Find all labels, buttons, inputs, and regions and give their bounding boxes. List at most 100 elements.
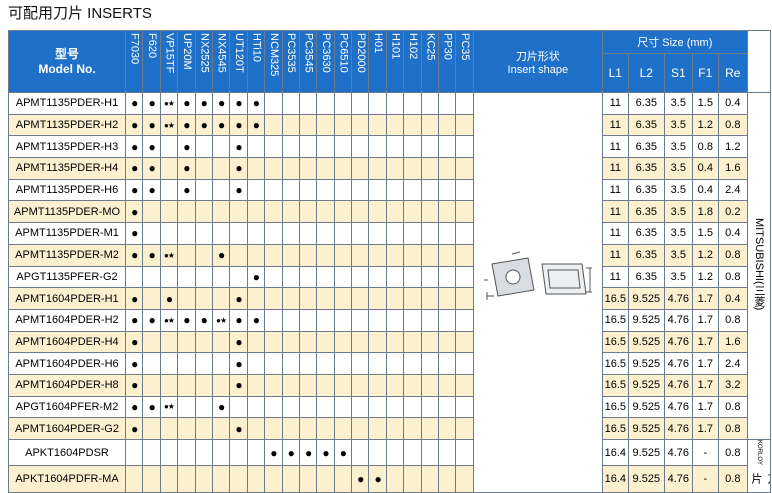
dim-cell: 0.2 [717, 200, 748, 224]
page-title: 可配用刀片 INSERTS [8, 5, 152, 22]
grade-mark [194, 465, 213, 493]
grade-mark [281, 178, 300, 202]
grade-mark [385, 200, 405, 224]
grade-mark [333, 352, 353, 375]
grade-mark [333, 417, 353, 440]
grade-mark [333, 222, 353, 245]
grade-mark [177, 200, 196, 224]
dim-cell: 3.5 [663, 113, 693, 137]
grade-label: H101 [389, 33, 402, 60]
table-row: APGT1604PFER-M2 ● ● ●★ ● 16.5 9.525 4.76 1.7 0.8 [8, 395, 771, 419]
grade-mark [403, 373, 422, 397]
grade-mark: ● [229, 135, 248, 159]
maker-cell: KORLOY 刀片 [746, 439, 771, 493]
grade-mark [281, 157, 300, 180]
grade-mark [281, 243, 300, 267]
dim-cell: 1.2 [691, 265, 719, 289]
grade-mark [351, 222, 370, 245]
grade-mark [368, 222, 387, 245]
grade-mark [142, 222, 161, 245]
model-cell: APMT1604PDER-H2 [8, 308, 126, 332]
grade-mark [455, 287, 474, 310]
dim-cell: 9.525 [627, 417, 665, 440]
grade-mark: ● [246, 92, 266, 115]
dim-cell: 0.8 [717, 243, 748, 267]
grade-mark [420, 92, 440, 115]
grade-mark [368, 157, 387, 180]
grade-mark: ● [177, 135, 196, 159]
dim-cell: 6.35 [627, 222, 665, 245]
grade-mark [211, 178, 231, 202]
model-cell: APKT1604PDFR-MA [8, 465, 126, 493]
grade-mark [351, 178, 370, 202]
dim-cell: 2.4 [717, 352, 748, 375]
grade-mark [333, 465, 353, 493]
grade-mark [351, 157, 370, 180]
grade-mark [420, 287, 440, 310]
dim-cell: 4.76 [663, 352, 693, 375]
grade-mark [455, 113, 474, 137]
grade-mark [438, 113, 457, 137]
grade-mark: ● [264, 438, 283, 467]
grade-mark: ● [124, 395, 144, 419]
grade-mark [420, 395, 440, 419]
grade-mark [403, 465, 422, 493]
grade-mark [351, 395, 370, 419]
grade-mark: ● [124, 113, 144, 137]
grade-mark [455, 438, 474, 467]
grade-mark [420, 352, 440, 375]
grade-mark [194, 287, 213, 310]
table-row: APMT1604PDER-G2 ● ● 16.5 9.525 4.76 1.7 0.8 [8, 417, 771, 440]
grade-mark [420, 308, 440, 332]
grade-mark [420, 200, 440, 224]
dim-cell: 11 [601, 157, 629, 180]
grade-mark [438, 352, 457, 375]
grade-mark [298, 395, 318, 419]
grade-mark [385, 352, 405, 375]
grade-label: VP15TF [163, 33, 176, 74]
grade-label: F7030 [128, 33, 141, 65]
model-cell: APMT1135PDER-M2 [8, 243, 126, 267]
dim-cell: 0.8 [717, 395, 748, 419]
grade-mark [142, 465, 161, 493]
grade-mark [177, 243, 196, 267]
grade-mark [142, 417, 161, 440]
grade-mark [368, 243, 387, 267]
grade-mark [316, 178, 335, 202]
grade-mark [211, 373, 231, 397]
grade-mark [403, 113, 422, 137]
grade-mark [281, 92, 300, 115]
dim-cell: 4.76 [663, 395, 693, 419]
grade-header: H101 [385, 30, 405, 93]
grade-mark [385, 287, 405, 310]
grade-mark [316, 287, 335, 310]
grade-header: NX4545 [211, 30, 231, 93]
dim-cell: 3.5 [663, 135, 693, 159]
grade-mark [403, 178, 422, 202]
dim-cell: 4.76 [663, 287, 693, 310]
grade-mark [455, 157, 474, 180]
grade-mark [159, 438, 179, 467]
insert-shape-drawing [484, 251, 592, 300]
grade-mark [142, 373, 161, 397]
table-row: APMT1135PDER-M2 ● ● ●★ ● 11 6.35 3.5 1.2 0.8 [8, 243, 771, 267]
grade-mark [298, 222, 318, 245]
model-cell: APMT1135PDER-MO [8, 200, 126, 224]
grade-mark [298, 92, 318, 115]
grade-mark [420, 438, 440, 467]
dim-cell: 3.5 [663, 92, 693, 115]
dim-cell: 16.5 [601, 417, 629, 440]
grade-mark [351, 330, 370, 354]
grade-mark: ● [142, 178, 161, 202]
grade-mark [264, 395, 283, 419]
grade-label: PC6510 [337, 33, 350, 73]
grade-mark [316, 113, 335, 137]
model-cell: APMT1604PDER-G2 [8, 417, 126, 440]
grade-mark [351, 135, 370, 159]
grade-mark [455, 135, 474, 159]
grade-mark [438, 243, 457, 267]
maker-name: MITSUBISHI(三菱) [752, 218, 765, 311]
grade-mark [403, 92, 422, 115]
dim-cell: 0.4 [691, 178, 719, 202]
model-header-en: Model No. [38, 61, 96, 76]
